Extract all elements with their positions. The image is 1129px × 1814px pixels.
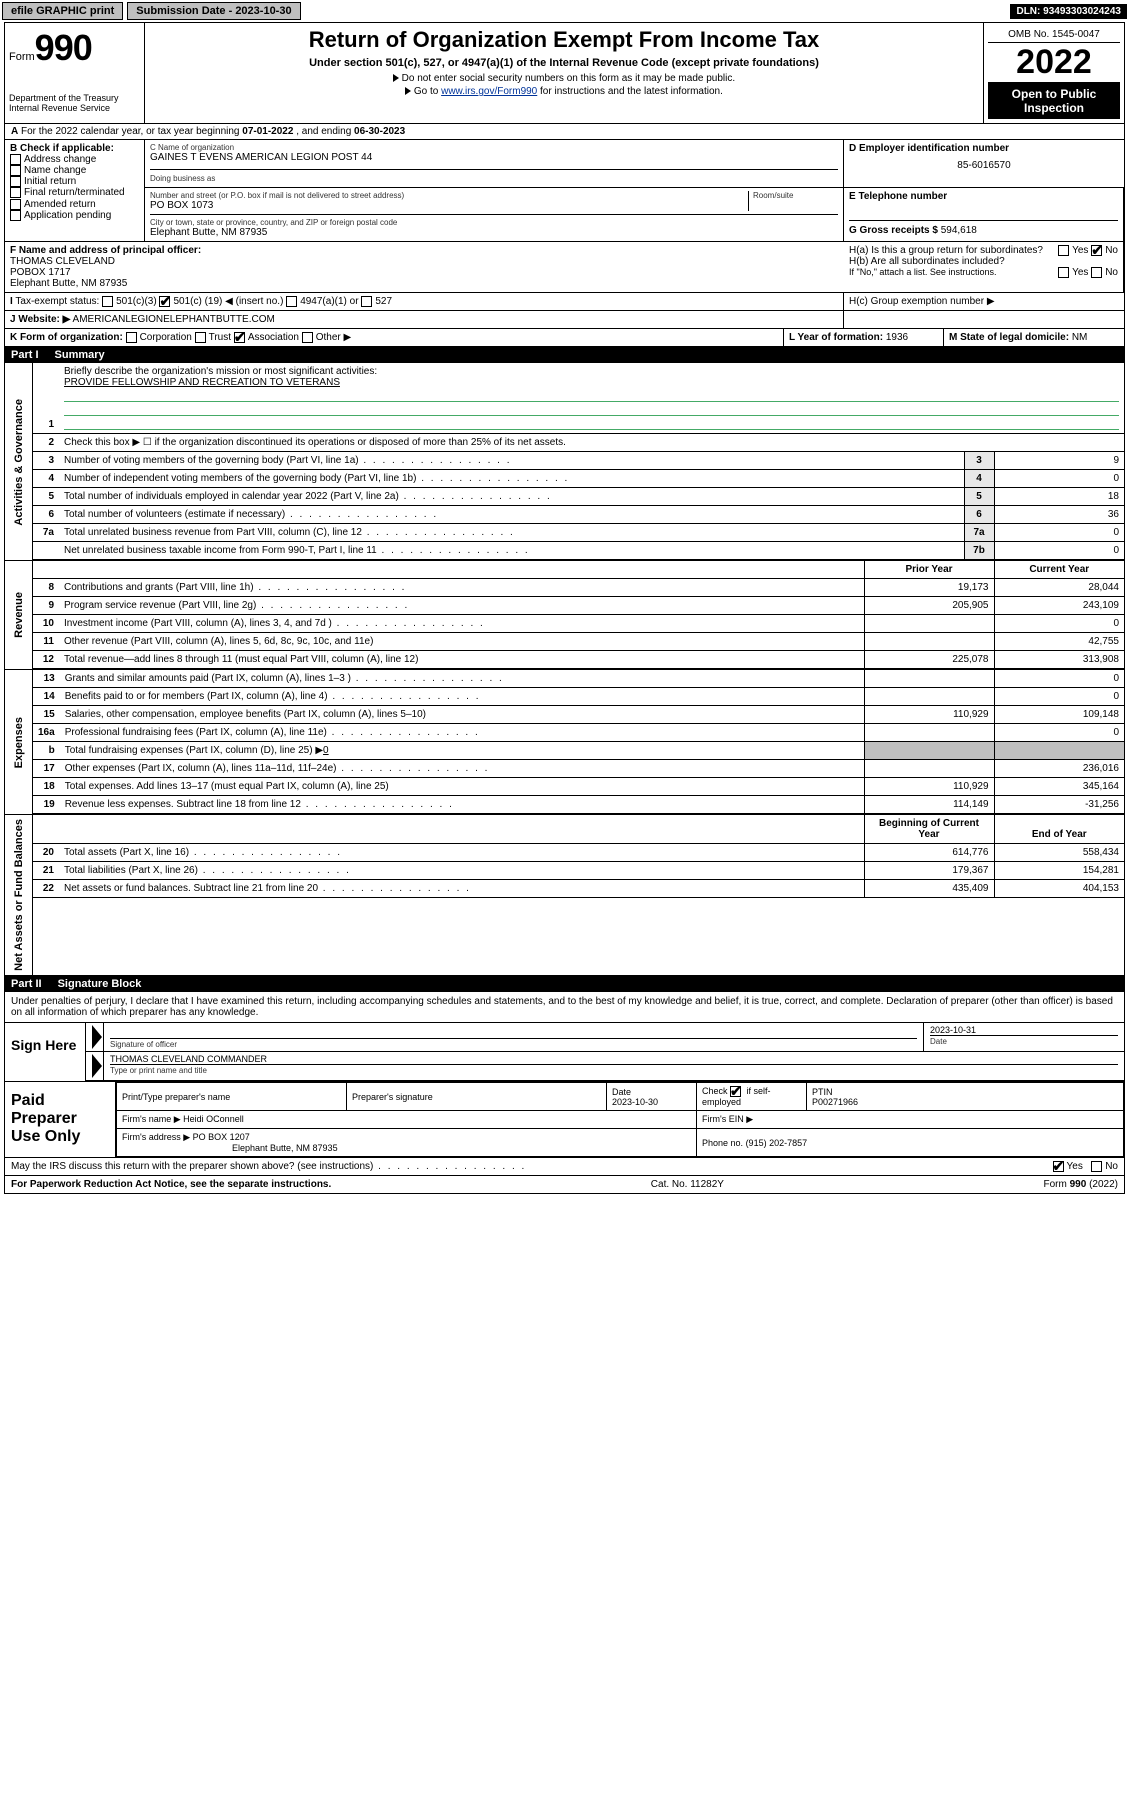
box-h: H(a) Is this a group return for subordin… xyxy=(844,242,1124,293)
part2-title: Signature Block xyxy=(58,978,142,990)
discuss-row: May the IRS discuss this return with the… xyxy=(5,1157,1124,1175)
box-l: L Year of formation: 1936 xyxy=(784,329,944,347)
cat-no: Cat. No. 11282Y xyxy=(651,1179,724,1190)
box-b-label: B Check if applicable: xyxy=(10,143,139,154)
sign-here-block: Sign Here Signature of officer 2023-10-3… xyxy=(5,1022,1124,1081)
header-center: Return of Organization Exempt From Incom… xyxy=(145,23,984,123)
header-right: OMB No. 1545-0047 2022 Open to Public In… xyxy=(984,23,1124,123)
section-bc-grid: B Check if applicable: Address change Na… xyxy=(5,140,1124,293)
dln-label: DLN: 93493303024243 xyxy=(1010,4,1127,19)
box-e-g: E Telephone number G Gross receipts $ 59… xyxy=(844,188,1124,242)
box-i: I Tax-exempt status: 501(c)(3) 501(c) (1… xyxy=(5,293,844,311)
box-f: F Name and address of principal officer:… xyxy=(5,242,844,293)
form-word: Form xyxy=(9,51,35,63)
irs-link[interactable]: www.irs.gov/Form990 xyxy=(441,86,537,97)
box-hc: H(c) Group exemption number ▶ xyxy=(844,293,1124,311)
form-title: Return of Organization Exempt From Incom… xyxy=(149,27,979,53)
part1-bar: Part I Summary xyxy=(5,347,1124,363)
topbar: efile GRAPHIC print Submission Date - 20… xyxy=(0,0,1129,22)
ssn-note: Do not enter social security numbers on … xyxy=(149,73,979,84)
preparer-block: Paid Preparer Use Only Print/Type prepar… xyxy=(5,1081,1124,1157)
side-netassets: Net Assets or Fund Balances xyxy=(5,815,33,976)
sign-here-label: Sign Here xyxy=(5,1023,85,1081)
box-b: B Check if applicable: Address change Na… xyxy=(5,140,145,242)
arrow-icon xyxy=(92,1025,102,1049)
preparer-label: Paid Preparer Use Only xyxy=(5,1082,115,1157)
netassets-table: Beginning of Current YearEnd of Year 20T… xyxy=(33,815,1124,898)
summary-expenses: Expenses 13Grants and similar amounts pa… xyxy=(5,670,1124,815)
side-governance: Activities & Governance xyxy=(5,363,33,561)
efile-button[interactable]: efile GRAPHIC print xyxy=(2,2,123,20)
side-revenue: Revenue xyxy=(5,561,33,670)
revenue-table: Prior YearCurrent Year 8Contributions an… xyxy=(33,561,1124,669)
omb-number: OMB No. 1545-0047 xyxy=(988,27,1120,43)
submission-date-button[interactable]: Submission Date - 2023-10-30 xyxy=(127,2,300,20)
form-container: Form990 Department of the Treasury Inter… xyxy=(4,22,1125,1194)
box-j: J Website: ▶ AMERICANLEGIONELEPHANTBUTTE… xyxy=(5,311,844,329)
box-c-addr: Number and street (or P.O. box if mail i… xyxy=(145,188,844,242)
box-c-name: C Name of organization GAINES T EVENS AM… xyxy=(145,140,844,188)
part1-title: Summary xyxy=(55,349,105,361)
summary-governance: Activities & Governance 1 Briefly descri… xyxy=(5,363,1124,561)
form-id-box: Form990 Department of the Treasury Inter… xyxy=(5,23,145,123)
form-header: Form990 Department of the Treasury Inter… xyxy=(5,23,1124,124)
tax-year: 2022 xyxy=(988,43,1120,83)
box-k: K Form of organization: Corporation Trus… xyxy=(5,329,784,347)
expenses-table: 13Grants and similar amounts paid (Part … xyxy=(33,670,1124,814)
form-number: 990 xyxy=(35,27,92,68)
preparer-table: Print/Type preparer's name Preparer's si… xyxy=(116,1082,1124,1157)
summary-revenue: Revenue Prior YearCurrent Year 8Contribu… xyxy=(5,561,1124,670)
open-public-inspection: Open to Public Inspection xyxy=(988,83,1120,119)
row-a: A For the 2022 calendar year, or tax yea… xyxy=(5,124,1124,140)
form-subtitle: Under section 501(c), 527, or 4947(a)(1)… xyxy=(149,57,979,69)
arrow-icon xyxy=(92,1054,102,1078)
dept-treasury: Department of the Treasury xyxy=(9,93,140,103)
box-m: M State of legal domicile: NM xyxy=(944,329,1124,347)
dept-irs: Internal Revenue Service xyxy=(9,103,140,113)
row-klm: K Form of organization: Corporation Trus… xyxy=(5,329,1124,347)
footer: For Paperwork Reduction Act Notice, see … xyxy=(5,1175,1124,1193)
governance-table: 1 Briefly describe the organization's mi… xyxy=(33,363,1124,560)
row-j: J Website: ▶ AMERICANLEGIONELEPHANTBUTTE… xyxy=(5,311,1124,329)
row-i-hc: I Tax-exempt status: 501(c)(3) 501(c) (1… xyxy=(5,293,1124,311)
box-d: D Employer identification number 85-6016… xyxy=(844,140,1124,188)
pra-notice: For Paperwork Reduction Act Notice, see … xyxy=(11,1179,331,1190)
part2-no: Part II xyxy=(11,978,42,990)
side-expenses: Expenses xyxy=(5,670,33,815)
part2-bar: Part II Signature Block xyxy=(5,976,1124,992)
form-ref: Form 990 (2022) xyxy=(1044,1179,1118,1190)
penalty-statement: Under penalties of perjury, I declare th… xyxy=(5,992,1124,1022)
part1-no: Part I xyxy=(11,349,39,361)
summary-netassets: Net Assets or Fund Balances Beginning of… xyxy=(5,815,1124,976)
goto-note: Go to www.irs.gov/Form990 for instructio… xyxy=(149,86,979,97)
